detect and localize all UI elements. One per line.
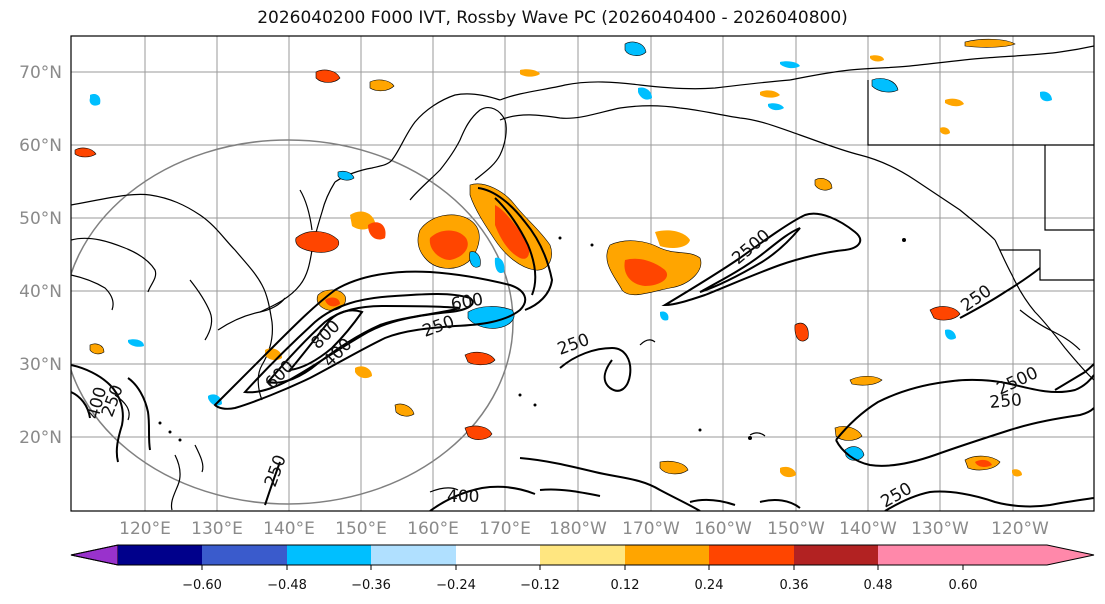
contour-label: 250: [989, 390, 1023, 413]
gridlines: [71, 36, 1094, 511]
colorbar-label: −0.12: [520, 578, 560, 593]
contour-label: 400: [447, 487, 479, 507]
islands: [158, 236, 906, 442]
lon-label: 150°W: [767, 519, 825, 539]
longitude-labels: 120°E 130°E 140°E 150°E 160°E 170°E 180°…: [119, 519, 1049, 539]
lat-label: 40°N: [19, 282, 62, 302]
lon-label: 160°E: [407, 519, 459, 539]
lon-label: 140°E: [263, 519, 315, 539]
colorbar-label: 0.36: [780, 578, 809, 593]
lat-label: 30°N: [19, 355, 62, 375]
lon-label: 170°W: [622, 519, 680, 539]
lon-label: 120°W: [991, 519, 1049, 539]
lat-label: 20°N: [19, 428, 62, 448]
colorbar-segment: [371, 545, 456, 565]
map-panel: [71, 36, 1094, 511]
lon-label: 170°E: [479, 519, 531, 539]
ivt-positive-shading: [74, 38, 1022, 478]
colorbar-segment: [540, 545, 625, 565]
colorbar-label: −0.48: [267, 578, 307, 593]
figure-title: 2026040200 F000 IVT, Rossby Wave PC (202…: [257, 8, 848, 28]
lon-label: 130°E: [191, 519, 243, 539]
colorbar-segment: [287, 545, 371, 565]
colorbar-segment: [709, 545, 794, 565]
colorbar-extend-max: [963, 545, 1094, 565]
lat-label: 60°N: [19, 136, 62, 156]
lat-label: 70°N: [19, 63, 62, 83]
colorbar-segment: [118, 545, 202, 565]
colorbar-segment: [794, 545, 878, 565]
lon-label: 120°E: [119, 519, 171, 539]
lon-label: 130°W: [911, 519, 969, 539]
colorbar-extend-min: [70, 544, 119, 566]
colorbar-segment: [625, 545, 709, 565]
colorbar-label: 0.24: [695, 578, 724, 593]
lat-label: 50°N: [19, 209, 62, 229]
region-circle: [71, 139, 514, 505]
colorbar-label: −0.24: [436, 578, 476, 593]
colorbar-segment: [456, 545, 540, 565]
colorbar-segment: [878, 545, 963, 565]
latitude-labels: 70°N 60°N 50°N 40°N 30°N 20°N: [19, 63, 62, 448]
lon-label: 150°E: [335, 519, 387, 539]
colorbar-label: −0.36: [351, 578, 391, 593]
colorbar-segment: [202, 545, 287, 565]
lon-label: 140°W: [839, 519, 897, 539]
colorbar-label: −0.60: [182, 578, 222, 593]
ivt-contours: [71, 187, 1094, 511]
map-frame: [70, 35, 1095, 512]
colorbar-label: 0.60: [949, 578, 978, 593]
lon-label: 160°W: [694, 519, 752, 539]
colorbar-label: 0.12: [611, 578, 640, 593]
colorbar-label: 0.48: [864, 578, 893, 593]
colorbar: −0.60 −0.48 −0.36 −0.24 −0.12 0.12 0.24 …: [70, 544, 1095, 593]
colorbar-outline: [70, 544, 1095, 566]
lon-label: 180°W: [549, 519, 607, 539]
